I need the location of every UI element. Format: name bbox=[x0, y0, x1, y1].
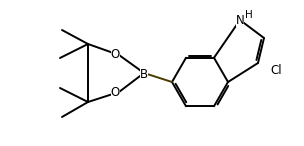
Text: B: B bbox=[140, 67, 148, 80]
Text: N: N bbox=[236, 13, 244, 27]
Text: H: H bbox=[245, 10, 253, 20]
Text: Cl: Cl bbox=[270, 65, 282, 78]
Text: O: O bbox=[111, 48, 120, 61]
Text: O: O bbox=[111, 86, 120, 99]
